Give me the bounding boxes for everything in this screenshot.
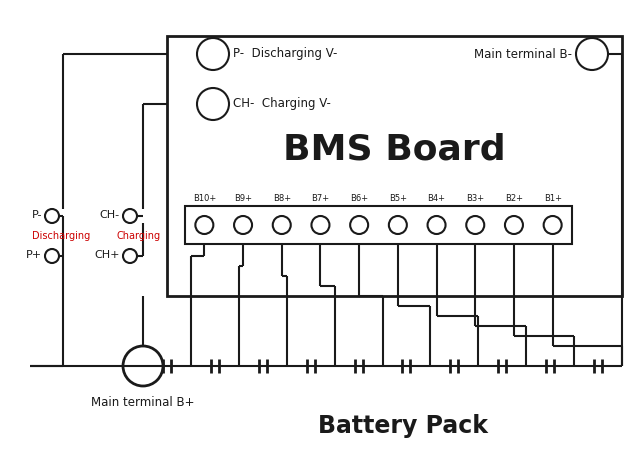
Text: Main terminal B-: Main terminal B- xyxy=(474,48,572,60)
Bar xyxy=(167,36,622,296)
Text: BMS Board: BMS Board xyxy=(283,132,506,166)
Text: Main terminal B+: Main terminal B+ xyxy=(92,395,195,409)
Text: B5+: B5+ xyxy=(389,194,407,203)
Text: B1+: B1+ xyxy=(543,194,562,203)
Text: B9+: B9+ xyxy=(234,194,252,203)
Text: Discharging: Discharging xyxy=(32,231,90,241)
Text: P-: P- xyxy=(31,210,42,220)
Text: P+: P+ xyxy=(26,250,42,260)
Text: B8+: B8+ xyxy=(273,194,291,203)
Text: CH-  Charging V-: CH- Charging V- xyxy=(233,98,331,110)
Text: CH-: CH- xyxy=(100,210,120,220)
Text: B6+: B6+ xyxy=(350,194,368,203)
Bar xyxy=(185,206,572,244)
Text: Charging: Charging xyxy=(117,231,161,241)
Text: B2+: B2+ xyxy=(505,194,523,203)
Text: CH+: CH+ xyxy=(95,250,120,260)
Text: B3+: B3+ xyxy=(466,194,484,203)
Text: B10+: B10+ xyxy=(193,194,216,203)
Text: B7+: B7+ xyxy=(312,194,330,203)
Text: P-  Discharging V-: P- Discharging V- xyxy=(233,48,337,60)
Text: B4+: B4+ xyxy=(428,194,445,203)
Text: Battery Pack: Battery Pack xyxy=(319,414,488,438)
